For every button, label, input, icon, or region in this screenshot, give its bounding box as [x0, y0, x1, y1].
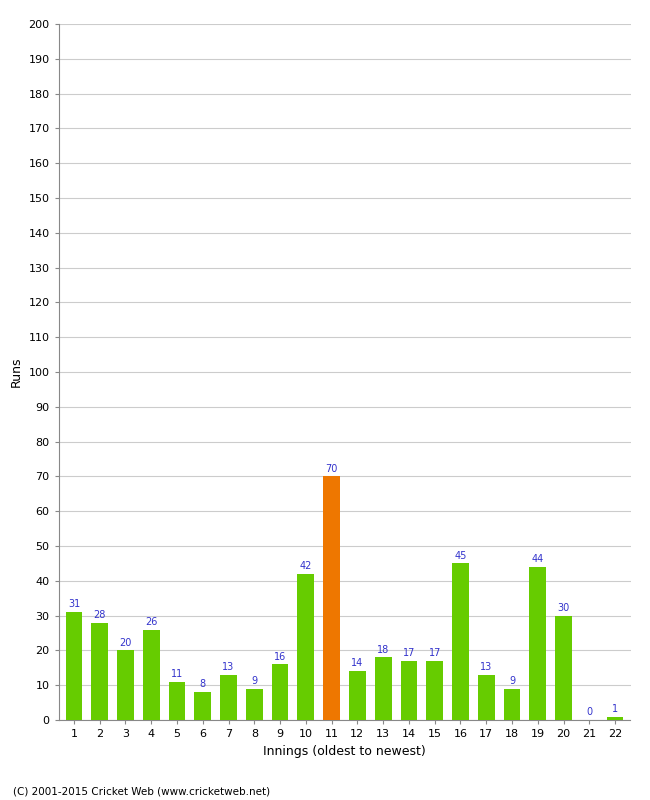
Bar [143, 630, 160, 720]
Text: 26: 26 [145, 617, 157, 626]
Text: 9: 9 [509, 676, 515, 686]
Text: 13: 13 [222, 662, 235, 672]
Bar [66, 612, 83, 720]
Text: 8: 8 [200, 679, 206, 690]
Bar [504, 689, 521, 720]
Bar [298, 574, 314, 720]
Bar [323, 477, 340, 720]
Text: 44: 44 [532, 554, 544, 564]
Text: 45: 45 [454, 550, 467, 561]
Bar [220, 674, 237, 720]
Bar [92, 622, 108, 720]
Text: 9: 9 [252, 676, 257, 686]
Text: 1: 1 [612, 704, 618, 714]
Text: 28: 28 [94, 610, 106, 620]
Text: 30: 30 [558, 603, 569, 613]
Bar [555, 616, 572, 720]
Text: 42: 42 [300, 561, 312, 571]
Text: 16: 16 [274, 651, 286, 662]
Y-axis label: Runs: Runs [10, 357, 23, 387]
Bar [168, 682, 185, 720]
Text: 13: 13 [480, 662, 492, 672]
Bar [246, 689, 263, 720]
Bar [478, 674, 495, 720]
Text: 17: 17 [403, 648, 415, 658]
Bar [452, 563, 469, 720]
Bar [349, 671, 366, 720]
Bar [272, 664, 289, 720]
Bar [375, 658, 391, 720]
Text: 0: 0 [586, 707, 592, 718]
Text: 17: 17 [428, 648, 441, 658]
Text: 11: 11 [171, 669, 183, 679]
X-axis label: Innings (oldest to newest): Innings (oldest to newest) [263, 745, 426, 758]
Bar [426, 661, 443, 720]
Bar [400, 661, 417, 720]
Text: 31: 31 [68, 599, 80, 610]
Text: 70: 70 [326, 464, 338, 474]
Text: 14: 14 [351, 658, 363, 669]
Bar [606, 717, 623, 720]
Text: 20: 20 [120, 638, 132, 648]
Text: (C) 2001-2015 Cricket Web (www.cricketweb.net): (C) 2001-2015 Cricket Web (www.cricketwe… [13, 786, 270, 796]
Bar [194, 692, 211, 720]
Bar [529, 567, 546, 720]
Text: 18: 18 [377, 645, 389, 654]
Bar [117, 650, 134, 720]
